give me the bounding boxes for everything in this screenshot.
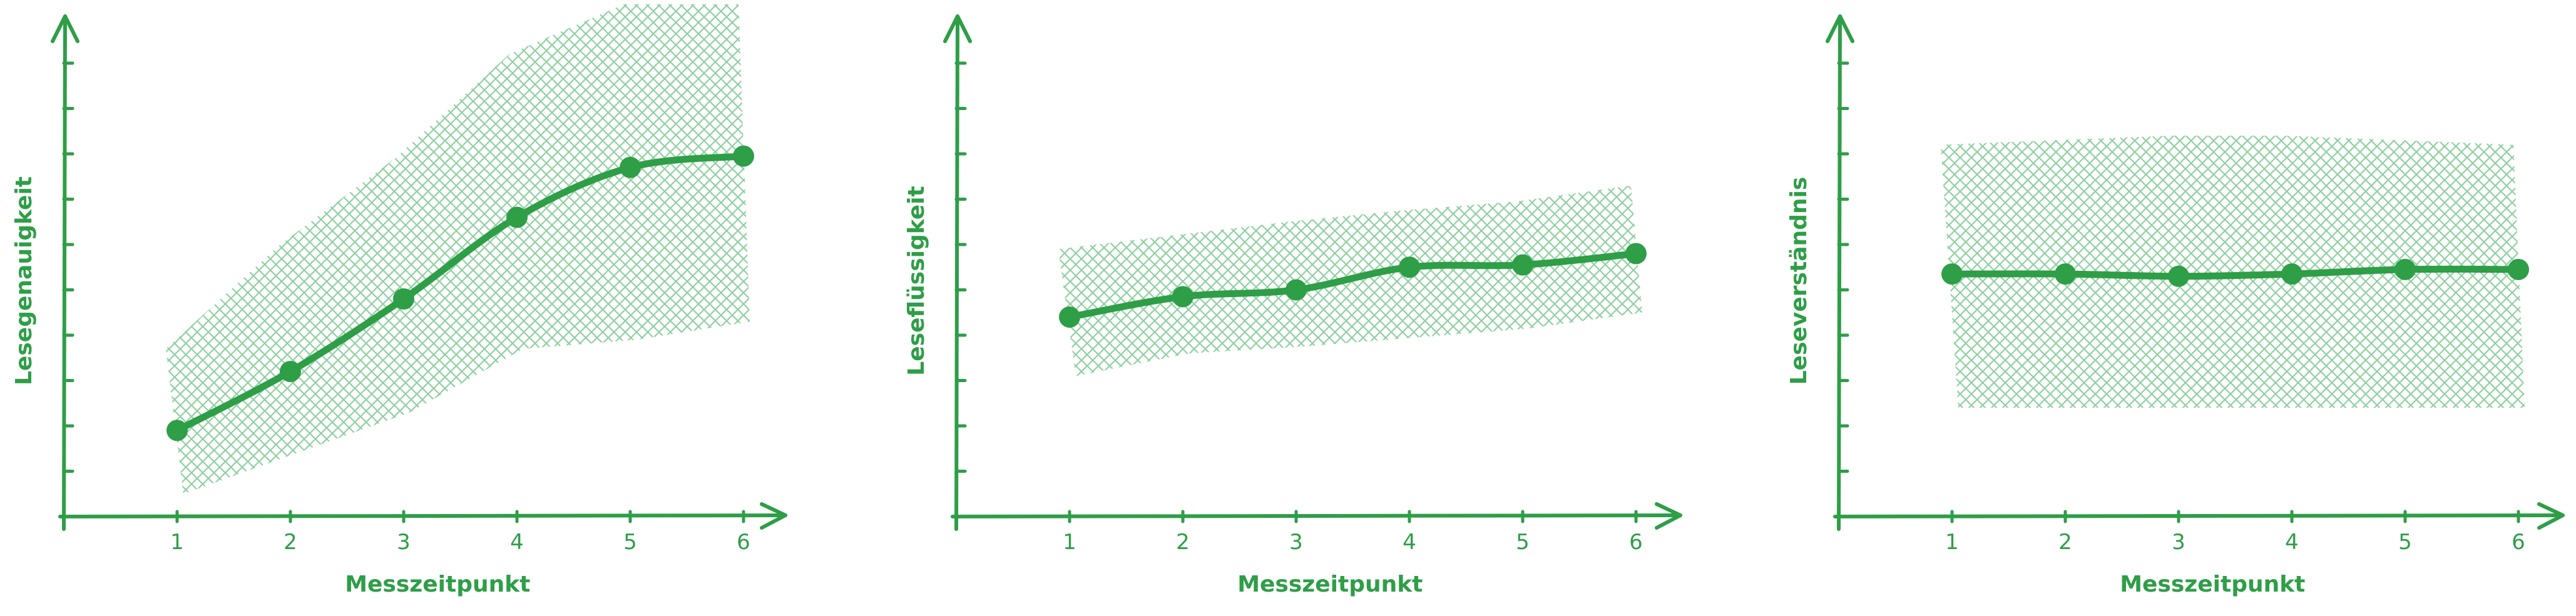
x-tick-label: 6 [1629, 530, 1643, 555]
x-tick-label: 4 [510, 530, 524, 555]
y-axis-label: Leseflüssigkeit [904, 186, 929, 375]
data-point [506, 206, 528, 228]
y-axis-arrow [1826, 14, 1854, 43]
x-tick-label: 2 [2058, 530, 2072, 555]
data-point [2281, 263, 2303, 285]
x-tick-label: 3 [397, 530, 411, 555]
x-tick-label: 1 [170, 530, 184, 555]
x-tick-label: 6 [737, 530, 750, 555]
x-axis-label: Messzeitpunkt [1237, 572, 1423, 597]
series-line [1948, 265, 2522, 280]
series-line [1066, 250, 1640, 321]
x-axis [1833, 513, 2565, 518]
chart-panel-1: 1 2 3 4 5 6 Messzeitpunkt Lesegenauigkeit [11, 4, 787, 597]
y-axis-label: Lesegenauigkeit [11, 176, 37, 385]
x-tick-label: 6 [2512, 530, 2525, 555]
x-axis-label: Messzeitpunkt [2120, 572, 2305, 597]
data-point [1512, 254, 1533, 276]
confidence-band [166, 4, 750, 494]
x-axis-label: Messzeitpunkt [345, 572, 530, 597]
y-axis [62, 14, 67, 531]
y-axis-arrow [943, 14, 972, 43]
x-tick-label: 1 [1063, 530, 1076, 555]
x-axis-arrow [760, 502, 787, 530]
x-tick-label: 2 [284, 530, 297, 555]
x-tick-label: 2 [1176, 530, 1190, 555]
data-point [733, 145, 754, 167]
data-point [1399, 256, 1420, 278]
data-point [1059, 306, 1080, 328]
x-axis [951, 513, 1682, 518]
x-axis-arrow [1655, 502, 1682, 530]
data-point [280, 361, 301, 382]
data-point [1625, 243, 1647, 265]
x-tick-label: 5 [623, 530, 637, 555]
x-tick-label: 5 [1516, 530, 1530, 555]
chart-panel-2: 1 2 3 4 5 6 Messzeitpunkt Leseflüssigkeit [904, 14, 1682, 597]
data-point [620, 156, 641, 178]
chart-panel-3: 1 2 3 4 5 6 Messzeitpunkt Leseverständnis [1786, 14, 2565, 597]
data-point [2508, 258, 2529, 280]
x-tick-label: 1 [1945, 530, 1959, 555]
data-point [2055, 263, 2076, 285]
x-tick-label: 3 [2172, 530, 2185, 555]
x-tick-label: 5 [2398, 530, 2412, 555]
y-axis-label: Leseverständnis [1786, 177, 1812, 385]
confidence-band [1941, 136, 2525, 408]
y-axis [954, 14, 959, 531]
x-axis [58, 513, 787, 518]
data-point [166, 420, 188, 442]
y-axis [1837, 14, 1842, 531]
data-point [1941, 263, 1963, 285]
x-tick-label: 3 [1289, 530, 1303, 555]
data-point [2168, 265, 2189, 287]
x-tick-label: 4 [1403, 530, 1416, 555]
x-axis-arrow [2537, 502, 2565, 530]
data-point [1285, 279, 1307, 301]
x-tick-label: 4 [2285, 530, 2299, 555]
data-point [1172, 286, 1193, 308]
data-point [2395, 258, 2416, 280]
y-axis-arrow [51, 14, 79, 43]
data-point [393, 288, 414, 310]
